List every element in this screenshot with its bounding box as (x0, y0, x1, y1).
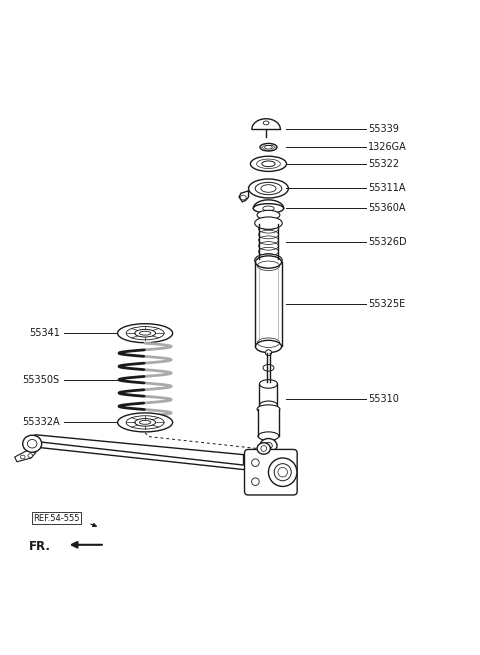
Bar (258, 409, 279, 436)
Ellipse shape (265, 350, 272, 356)
Ellipse shape (258, 432, 279, 440)
Text: 55310: 55310 (368, 394, 399, 404)
Ellipse shape (262, 161, 275, 166)
Ellipse shape (135, 329, 156, 337)
Polygon shape (35, 435, 243, 465)
Text: 55339: 55339 (368, 124, 399, 134)
Ellipse shape (261, 445, 266, 451)
Ellipse shape (251, 157, 287, 172)
Text: 55341: 55341 (29, 328, 60, 338)
Text: 55332A: 55332A (22, 417, 60, 428)
Polygon shape (239, 191, 249, 202)
Ellipse shape (252, 478, 259, 485)
Ellipse shape (259, 254, 278, 265)
Text: 55322: 55322 (368, 159, 399, 169)
Bar (267, 352, 270, 382)
Ellipse shape (118, 324, 173, 343)
Ellipse shape (253, 204, 284, 213)
Ellipse shape (139, 331, 151, 335)
Text: 55311A: 55311A (368, 183, 406, 193)
Text: 1326GA: 1326GA (368, 142, 407, 152)
Text: 55325E: 55325E (368, 299, 405, 309)
Ellipse shape (135, 419, 156, 426)
Ellipse shape (139, 421, 151, 424)
Ellipse shape (20, 455, 25, 459)
Ellipse shape (118, 413, 173, 432)
Ellipse shape (259, 219, 278, 229)
Ellipse shape (252, 459, 259, 466)
Ellipse shape (278, 468, 288, 477)
Ellipse shape (261, 185, 276, 193)
Ellipse shape (260, 380, 277, 388)
Ellipse shape (264, 442, 272, 449)
Ellipse shape (255, 341, 281, 352)
Text: 55360A: 55360A (368, 204, 406, 214)
Ellipse shape (249, 179, 288, 198)
Ellipse shape (255, 182, 282, 195)
Text: REF.54-555: REF.54-555 (34, 514, 80, 523)
Ellipse shape (263, 206, 274, 211)
Ellipse shape (263, 364, 274, 371)
Ellipse shape (240, 195, 246, 200)
Ellipse shape (23, 435, 42, 453)
Ellipse shape (27, 440, 37, 448)
Ellipse shape (255, 217, 282, 229)
Ellipse shape (260, 143, 277, 151)
FancyBboxPatch shape (244, 449, 297, 495)
Ellipse shape (257, 443, 270, 454)
Ellipse shape (257, 210, 280, 220)
Ellipse shape (274, 464, 291, 481)
Ellipse shape (268, 458, 297, 487)
Text: 55326D: 55326D (368, 236, 407, 247)
Bar (255, 262, 281, 346)
Ellipse shape (28, 454, 33, 457)
Ellipse shape (260, 401, 277, 409)
Polygon shape (14, 451, 36, 462)
Text: FR.: FR. (29, 540, 51, 553)
Ellipse shape (264, 145, 272, 149)
Ellipse shape (257, 405, 280, 413)
Ellipse shape (260, 438, 277, 453)
Ellipse shape (255, 256, 281, 268)
Text: 55350S: 55350S (23, 375, 60, 384)
Bar (260, 384, 277, 405)
Ellipse shape (263, 121, 269, 125)
Ellipse shape (255, 254, 282, 267)
Polygon shape (35, 440, 246, 470)
